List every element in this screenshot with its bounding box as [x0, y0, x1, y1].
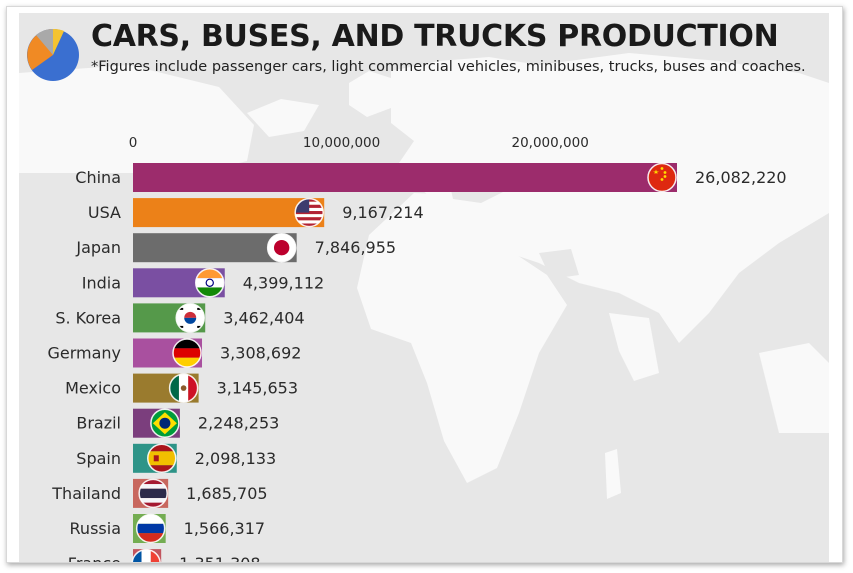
flag-ring [172, 338, 202, 368]
value-label-germany: 3,308,692 [220, 344, 301, 363]
france-flag-icon [132, 549, 161, 562]
chart-stage: CARS, BUSES, AND TRUCKS PRODUCTION *Figu… [19, 13, 829, 563]
flag-ring [175, 303, 205, 333]
flag-ring [294, 197, 324, 228]
value-label-s-korea: 3,462,404 [223, 308, 304, 327]
value-label-russia: 1,566,317 [184, 519, 265, 538]
value-label-spain: 2,098,133 [195, 449, 276, 468]
bar-chart: 0 10,000,000 20,000,000 China 26,082,220 USA 9… [47, 135, 787, 563]
category-label-brazil: Brazil [76, 414, 121, 433]
flag-ring [138, 478, 168, 509]
flag-ring [266, 232, 297, 263]
flag-ring [647, 162, 677, 193]
category-label-india: India [82, 273, 121, 292]
mexico-flag-icon [169, 374, 198, 403]
category-label-germany: Germany [47, 344, 121, 363]
category-label-s-korea: S. Korea [55, 308, 121, 327]
category-label-spain: Spain [76, 449, 121, 468]
category-label-thailand: Thailand [51, 484, 121, 503]
germany-flag-icon [173, 339, 202, 367]
brazil-flag-icon [150, 409, 179, 438]
category-label-france: France [68, 554, 121, 563]
flag-ring [195, 268, 225, 298]
flag-ring [150, 408, 180, 438]
chart-title: CARS, BUSES, AND TRUCKS PRODUCTION [91, 19, 779, 54]
flag-ring [135, 513, 166, 544]
category-label-mexico: Mexico [65, 379, 121, 398]
x-tick-label: 10,000,000 [303, 135, 380, 151]
category-label-usa: USA [88, 203, 121, 222]
x-tick-label: 20,000,000 [511, 135, 588, 151]
bar-usa [133, 198, 325, 228]
thailand-flag-icon [139, 479, 168, 508]
china-flag-icon [648, 163, 676, 192]
chart-subtitle: *Figures include passenger cars, light c… [91, 59, 806, 75]
x-tick-label: 0 [129, 135, 138, 151]
value-label-france: 1,351,308 [179, 554, 260, 563]
value-label-brazil: 2,248,253 [198, 414, 279, 433]
category-label-russia: Russia [70, 519, 121, 538]
flag-ring [168, 373, 199, 403]
russia-flag-icon [136, 514, 165, 543]
pie-chart-icon [27, 28, 79, 81]
value-label-india: 4,399,112 [243, 273, 324, 292]
japan-flag-icon [267, 233, 296, 262]
value-label-usa: 9,167,214 [342, 203, 423, 222]
screenshot-frame: CARS, BUSES, AND TRUCKS PRODUCTION *Figu… [6, 6, 843, 563]
flag-ring [147, 443, 177, 474]
value-label-japan: 7,846,955 [315, 238, 396, 257]
category-label-japan: Japan [75, 238, 121, 257]
category-label-china: China [75, 168, 121, 187]
value-label-china: 26,082,220 [695, 168, 787, 187]
value-label-mexico: 3,145,653 [217, 379, 298, 398]
south-korea-flag-icon [176, 303, 205, 332]
value-label-thailand: 1,685,705 [186, 484, 267, 503]
bar-china [133, 163, 677, 192]
spain-flag-icon [147, 444, 176, 473]
usa-flag-icon [295, 198, 324, 227]
flag-ring [131, 548, 161, 562]
india-flag-icon [195, 268, 224, 297]
